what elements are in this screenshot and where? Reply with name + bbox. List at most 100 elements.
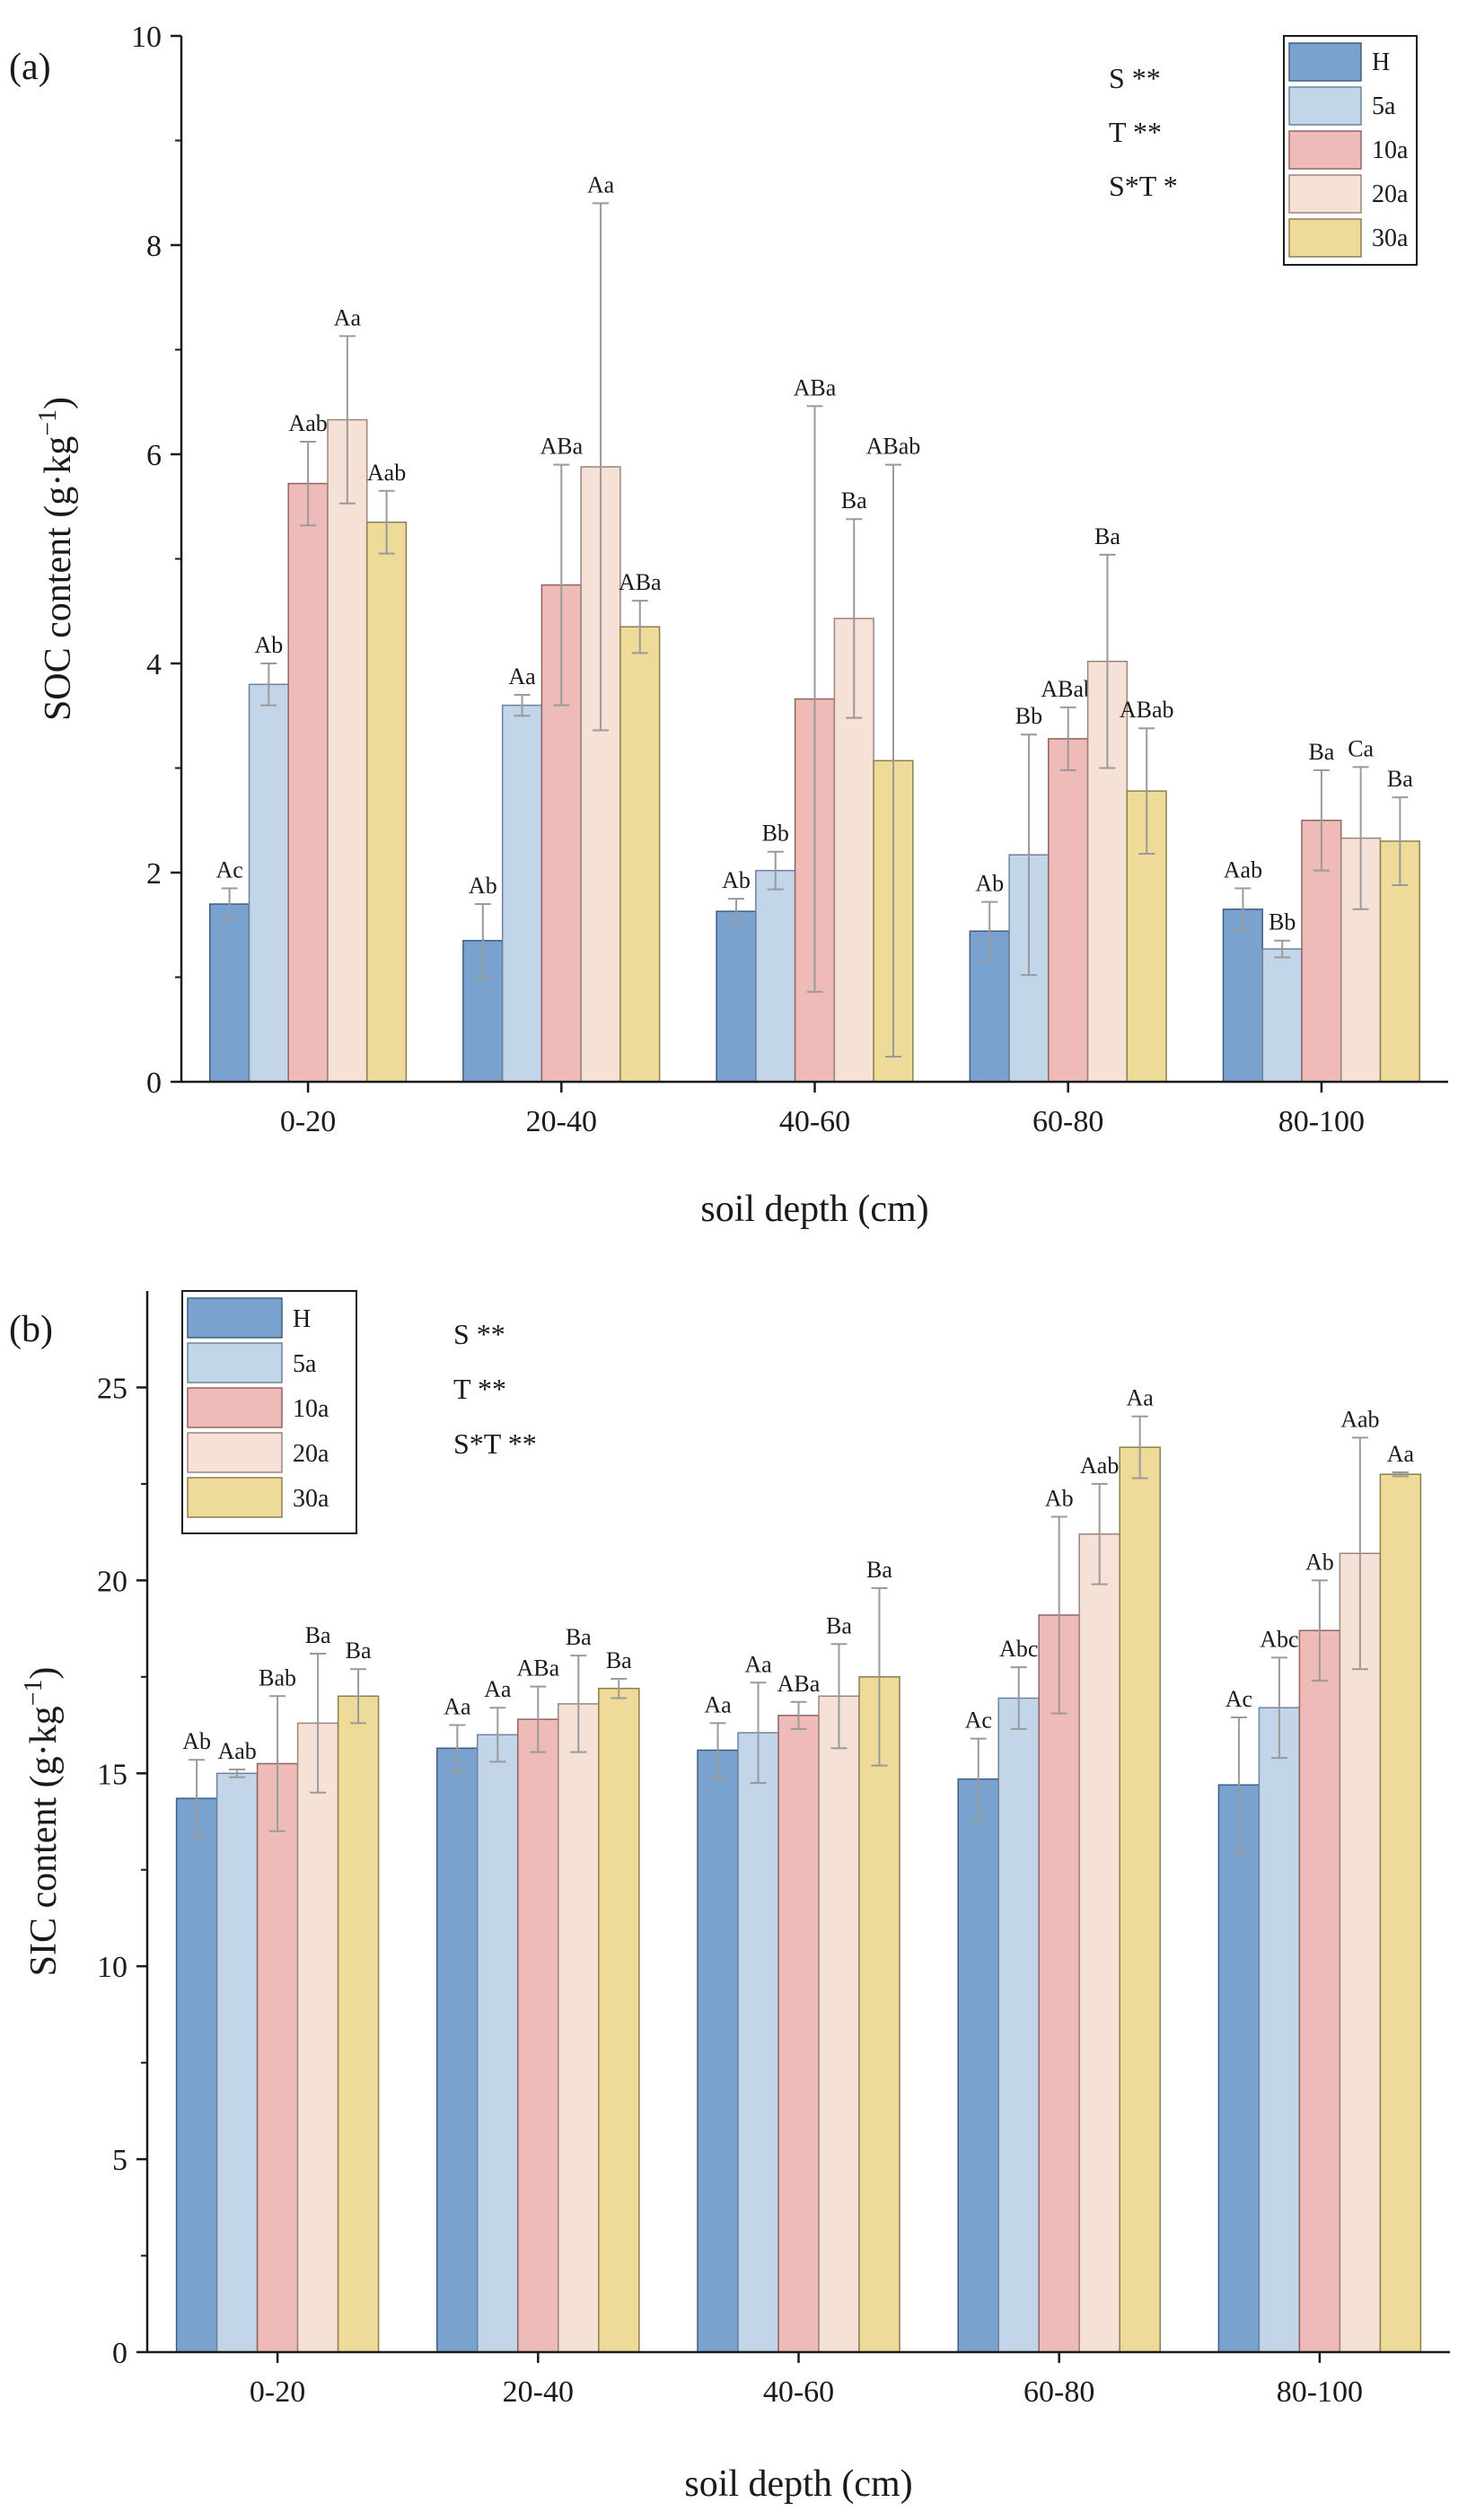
significance-letter: Ab	[1305, 1549, 1334, 1575]
bar[interactable]	[365, 521, 408, 1083]
bar[interactable]	[737, 1732, 779, 2353]
bar[interactable]	[1119, 1446, 1161, 2353]
y-tick-label: 0	[146, 1067, 162, 1100]
significance-annotation: S*T *	[1109, 170, 1178, 202]
significance-letter: Ba	[1387, 766, 1413, 792]
y-tick-label: 6	[146, 439, 162, 472]
bar[interactable]	[287, 482, 329, 1083]
bar[interactable]	[858, 1676, 900, 2353]
series-H: Ab Aa Aa Ac Ac	[175, 1686, 1261, 2353]
y-tick-label: 10	[131, 21, 162, 54]
legend-label: H	[1372, 48, 1390, 76]
bar[interactable]	[248, 683, 289, 1083]
bar[interactable]	[1038, 1614, 1080, 2353]
bar[interactable]	[208, 903, 250, 1083]
bar[interactable]	[957, 1778, 999, 2353]
bar[interactable]	[697, 1749, 739, 2353]
significance-letter: Ba	[566, 1624, 592, 1650]
bar[interactable]	[1048, 738, 1089, 1083]
bar[interactable]	[1339, 1552, 1382, 2353]
legend-label: 20a	[1372, 180, 1409, 208]
significance-letter: Ba	[305, 1622, 331, 1648]
y-tick-label: 25	[97, 1372, 127, 1405]
bar[interactable]	[256, 1762, 299, 2353]
bar[interactable]	[337, 1695, 380, 2353]
bar[interactable]	[1258, 1707, 1301, 2353]
significance-letter: Aab	[1080, 1453, 1119, 1479]
bar[interactable]	[777, 1715, 820, 2353]
legend: H 5a 10a 20a 30a	[181, 1290, 357, 1534]
bar[interactable]	[1078, 1533, 1120, 2353]
y-tick-label: 5	[112, 2144, 127, 2177]
bar[interactable]	[327, 418, 368, 1083]
significance-annotation: T **	[1109, 116, 1162, 148]
x-axis-title: soil depth (cm)	[700, 1189, 928, 1230]
significance-letter: Ab	[182, 1728, 211, 1754]
series-10a: Aab ABa ABa ABab Ba	[287, 374, 1342, 1083]
series-5a: Ab Aa Bb Bb Bb	[248, 632, 1303, 1083]
y-axis-title: SOC content (g·kg−1)	[34, 397, 79, 721]
legend-swatch	[187, 1297, 283, 1339]
bar[interactable]	[1217, 1784, 1261, 2353]
legend-label: 30a	[293, 1485, 329, 1513]
significance-letter: Ac	[965, 1708, 992, 1734]
significance-letter: ABab	[1041, 676, 1095, 702]
significance-letter: Ab	[722, 867, 751, 893]
significance-letter: ABa	[794, 374, 837, 400]
series-10a: Bab ABa ABa Ab Ab	[256, 1485, 1341, 2353]
x-tick-label: 20-40	[526, 1105, 597, 1138]
significance-letter: Abc	[999, 1636, 1038, 1662]
significance-letter: Bb	[1269, 909, 1296, 935]
series-5a: Aab Aa Aa Abc Abc	[215, 1626, 1301, 2353]
bar[interactable]	[1379, 1473, 1422, 2353]
significance-letter: Ca	[1348, 735, 1374, 761]
panel-label: (b)	[9, 1309, 53, 1350]
legend-swatch	[1288, 218, 1362, 258]
significance-letter: Aab	[1224, 856, 1262, 882]
significance-letter: Aa	[704, 1691, 732, 1717]
legend-swatch	[187, 1432, 283, 1473]
legend-label: 20a	[293, 1440, 329, 1468]
bar[interactable]	[716, 910, 757, 1083]
significance-letter: Ab	[1045, 1485, 1074, 1511]
significance-letter: Aa	[508, 663, 536, 689]
bar[interactable]	[517, 1718, 559, 2353]
bar[interactable]	[558, 1703, 600, 2353]
significance-letter: Aa	[1126, 1385, 1154, 1411]
bar[interactable]	[215, 1772, 259, 2353]
significance-letter: Ba	[866, 1557, 892, 1583]
bar[interactable]	[501, 704, 543, 1083]
significance-letter: Ba	[1308, 739, 1334, 765]
bar[interactable]	[997, 1697, 1040, 2353]
significance-letter: Ba	[606, 1647, 632, 1673]
series-30a: Aab ABa ABab ABab Ba	[365, 434, 1420, 1083]
significance-letter: ABa	[619, 569, 662, 595]
bar[interactable]	[296, 1722, 339, 2353]
legend-swatch	[187, 1342, 283, 1383]
legend-label: H	[293, 1305, 311, 1333]
bar[interactable]	[175, 1797, 218, 2353]
bar[interactable]	[1222, 909, 1263, 1083]
x-tick-label: 40-60	[763, 2375, 834, 2409]
significance-letter: ABa	[516, 1655, 559, 1681]
bar[interactable]	[619, 626, 661, 1083]
legend-label: 5a	[293, 1350, 317, 1378]
bar[interactable]	[598, 1687, 640, 2353]
bar[interactable]	[436, 1747, 479, 2353]
bar[interactable]	[1261, 948, 1303, 1083]
significance-letter: Aa	[744, 1651, 772, 1677]
bar[interactable]	[477, 1734, 519, 2353]
bar[interactable]	[755, 869, 796, 1083]
bar[interactable]	[1298, 1629, 1341, 2353]
significance-letter: Aa	[334, 304, 362, 330]
legend-swatch	[1288, 174, 1362, 214]
y-tick-label: 4	[146, 648, 162, 681]
bar[interactable]	[818, 1695, 860, 2353]
significance-letter: Bab	[259, 1664, 296, 1690]
series-H: Ac Ab Ab Ab Aab	[208, 856, 1263, 1083]
significance-letter: Aab	[1340, 1406, 1379, 1432]
y-tick-label: 0	[112, 2337, 127, 2370]
x-tick-label: 0-20	[280, 1105, 336, 1138]
